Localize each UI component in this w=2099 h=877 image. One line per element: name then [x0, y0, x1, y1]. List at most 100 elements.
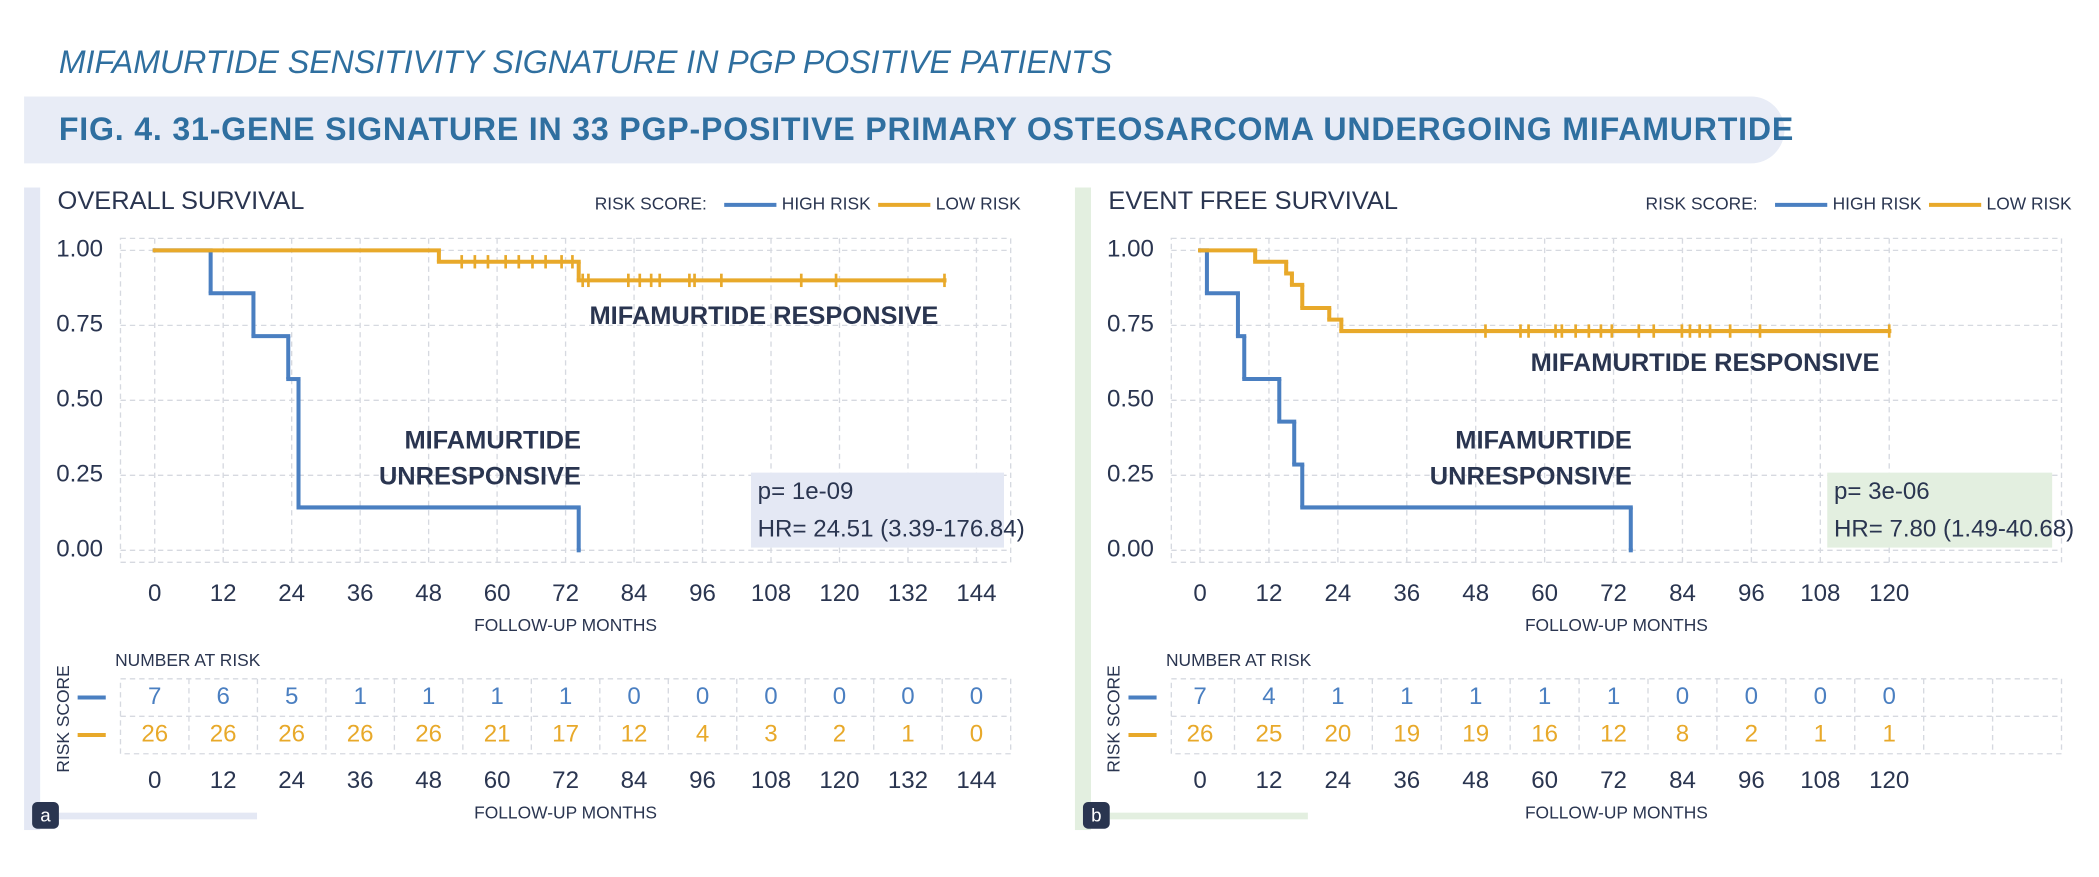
x-tick-label: 0 — [148, 767, 161, 794]
x-tick-label: 60 — [484, 767, 511, 794]
risk-count: 0 — [627, 683, 640, 710]
risk-count: 12 — [1600, 720, 1627, 747]
y-tick-label: 0.75 — [56, 311, 103, 338]
panel-badge — [1082, 801, 1110, 829]
risk-count: 19 — [1393, 720, 1420, 747]
risk-count: 0 — [696, 683, 709, 710]
x-tick-label: 144 — [956, 580, 996, 607]
risk-table-ylabel: RISK SCORE — [1104, 665, 1124, 772]
x-tick-label: 60 — [1531, 580, 1558, 607]
risk-count: 0 — [1676, 683, 1689, 710]
risk-count: 1 — [490, 683, 503, 710]
panel-label: b — [1091, 805, 1101, 826]
x-tick-label: 24 — [278, 580, 305, 607]
x-axis-label: FOLLOW-UP MONTHS — [474, 615, 657, 635]
x-tick-label: 120 — [1869, 580, 1909, 607]
stats-text: p= 1e-09 — [758, 478, 854, 505]
x-tick-label: 12 — [1256, 767, 1283, 794]
x-tick-label: 84 — [621, 580, 648, 607]
y-tick-label: 0.50 — [56, 386, 103, 413]
panel-underline — [1109, 812, 1308, 820]
annotation: MIFAMURTIDE — [404, 427, 581, 455]
legend-title: RISK SCORE: — [1646, 193, 1758, 213]
x-tick-label: 132 — [888, 767, 928, 794]
x-tick-label: 96 — [689, 767, 716, 794]
y-tick-label: 0.00 — [56, 536, 103, 563]
risk-count: 1 — [1883, 720, 1896, 747]
x-tick-label: 0 — [148, 580, 161, 607]
x-tick-label: 60 — [1531, 767, 1558, 794]
y-tick-label: 0.75 — [1107, 311, 1154, 338]
x-tick-label: 48 — [415, 580, 442, 607]
x-tick-label: 0 — [1193, 580, 1206, 607]
risk-count: 17 — [552, 720, 579, 747]
risk-count: 26 — [415, 720, 442, 747]
risk-count: 0 — [764, 683, 777, 710]
risk-count: 0 — [970, 683, 983, 710]
risk-count: 1 — [353, 683, 366, 710]
risk-count: 1 — [1814, 720, 1827, 747]
x-tick-label: 84 — [1669, 767, 1696, 794]
risk-count: 1 — [1538, 683, 1551, 710]
legend-label: LOW RISK — [936, 193, 1021, 213]
x-axis-label: FOLLOW-UP MONTHS — [1525, 615, 1708, 635]
risk-count: 0 — [1745, 683, 1758, 710]
x-tick-label: 24 — [1324, 767, 1351, 794]
figure-caption: FIG. 4. 31-GENE SIGNATURE IN 33 PGP-POSI… — [59, 111, 1794, 147]
stats-text: p= 3e-06 — [1834, 478, 1930, 505]
x-tick-label: 120 — [1869, 767, 1909, 794]
x-tick-label: 108 — [1800, 580, 1840, 607]
panel-badge — [32, 801, 59, 829]
risk-count: 4 — [696, 720, 709, 747]
x-tick-label: 36 — [1393, 580, 1420, 607]
y-tick-label: 0.25 — [1107, 461, 1154, 488]
risk-count: 25 — [1256, 720, 1283, 747]
x-tick-label: 72 — [552, 580, 579, 607]
risk-count: 0 — [833, 683, 846, 710]
x-axis-label: FOLLOW-UP MONTHS — [474, 803, 657, 823]
risk-count: 0 — [901, 683, 914, 710]
panel-underline — [58, 812, 258, 820]
x-tick-label: 108 — [1800, 767, 1840, 794]
y-tick-label: 0.50 — [1107, 386, 1154, 413]
stats-text: HR= 7.80 (1.49-40.68) — [1834, 516, 2074, 543]
annotation: UNRESPONSIVE — [379, 463, 581, 491]
chart-title: OVERALL SURVIVAL — [58, 187, 305, 215]
risk-count: 0 — [970, 720, 983, 747]
risk-count: 26 — [1187, 720, 1214, 747]
x-tick-label: 36 — [347, 580, 374, 607]
x-tick-label: 12 — [210, 767, 237, 794]
risk-count: 1 — [559, 683, 572, 710]
x-tick-label: 144 — [956, 767, 996, 794]
x-tick-label: 96 — [689, 580, 716, 607]
x-tick-label: 120 — [819, 767, 859, 794]
x-tick-label: 60 — [484, 580, 511, 607]
risk-count: 12 — [621, 720, 648, 747]
risk-count: 1 — [422, 683, 435, 710]
annotation: MIFAMURTIDE RESPONSIVE — [590, 302, 939, 330]
risk-count: 26 — [210, 720, 237, 747]
risk-count: 2 — [1745, 720, 1758, 747]
risk-count: 1 — [1331, 683, 1344, 710]
y-tick-label: 1.00 — [56, 236, 103, 263]
x-tick-label: 24 — [278, 767, 305, 794]
risk-count: 21 — [484, 720, 511, 747]
risk-count: 1 — [1400, 683, 1413, 710]
risk-count: 16 — [1531, 720, 1558, 747]
y-tick-label: 0.25 — [56, 461, 103, 488]
legend-label: LOW RISK — [1987, 193, 2072, 213]
x-tick-label: 96 — [1738, 767, 1765, 794]
risk-count: 26 — [141, 720, 168, 747]
risk-count: 2 — [833, 720, 846, 747]
risk-count: 4 — [1262, 683, 1275, 710]
plot-frame — [119, 237, 1012, 563]
risk-count: 1 — [901, 720, 914, 747]
risk-count: 20 — [1324, 720, 1351, 747]
risk-count: 0 — [1814, 683, 1827, 710]
page-title: MIFAMURTIDE SENSITIVITY SIGNATURE IN PGP… — [59, 44, 1113, 80]
x-tick-label: 24 — [1324, 580, 1351, 607]
plot-frame — [1170, 237, 2063, 563]
annotation: MIFAMURTIDE RESPONSIVE — [1531, 349, 1880, 377]
risk-count: 3 — [764, 720, 777, 747]
